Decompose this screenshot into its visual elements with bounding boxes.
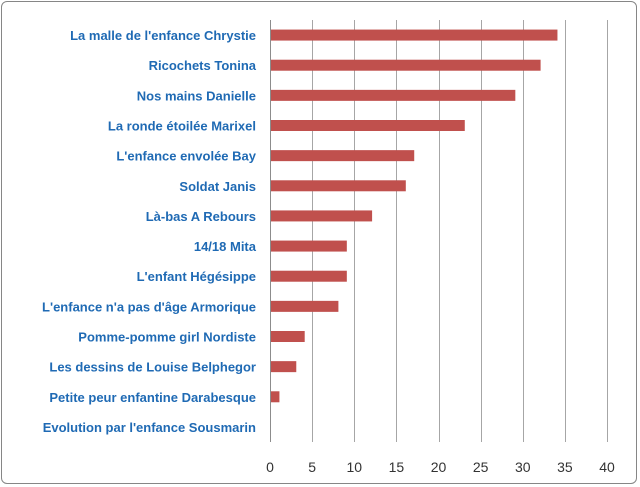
x-tick-label: 10 bbox=[346, 459, 362, 475]
category-label: Là-bas A Rebours bbox=[146, 209, 256, 224]
category-label: La malle de l'enfance Chrystie bbox=[70, 28, 256, 43]
bars bbox=[271, 29, 558, 403]
bar-8 bbox=[271, 240, 347, 252]
bar-6 bbox=[271, 180, 406, 192]
category-label: La ronde étoilée Marixel bbox=[108, 119, 256, 134]
category-label: Soldat Janis bbox=[179, 179, 256, 194]
category-label: Les dessins de Louise Belphegor bbox=[49, 360, 256, 375]
x-tick-label: 25 bbox=[473, 459, 489, 475]
bar-9 bbox=[271, 270, 347, 282]
bar-2 bbox=[271, 59, 541, 71]
x-tick-label: 40 bbox=[599, 459, 615, 475]
bar-4 bbox=[271, 120, 465, 131]
category-label: L'enfance envolée Bay bbox=[116, 149, 256, 164]
gridlines bbox=[270, 20, 608, 442]
x-tick-label: 0 bbox=[266, 459, 274, 475]
category-label: L'enfant Hégésippe bbox=[137, 269, 256, 284]
x-tick-labels: 0 5 10 15 20 25 30 35 40 bbox=[266, 459, 615, 475]
x-tick-label: 30 bbox=[515, 459, 531, 475]
bar-1 bbox=[271, 29, 558, 41]
category-label: Nos mains Danielle bbox=[137, 88, 256, 103]
bar-12 bbox=[271, 361, 297, 373]
category-label: Petite peur enfantine Darabesque bbox=[49, 390, 256, 405]
category-labels: La malle de l'enfance Chrystie Ricochets … bbox=[42, 28, 257, 435]
category-label: Ricochets Tonina bbox=[149, 58, 257, 73]
x-tick-label: 5 bbox=[308, 459, 316, 475]
category-label: Evolution par l'enfance Sousmarin bbox=[43, 420, 256, 435]
bar-7 bbox=[271, 210, 373, 222]
bar-13 bbox=[271, 391, 280, 403]
bar-11 bbox=[271, 331, 305, 342]
x-tick-label: 35 bbox=[557, 459, 573, 475]
category-label: L'enfance n'a pas d'âge Armorique bbox=[42, 299, 256, 314]
x-tick-label: 20 bbox=[431, 459, 447, 475]
category-label: Pomme-pomme girl Nordiste bbox=[78, 330, 256, 345]
bar-3 bbox=[271, 89, 516, 101]
bar-5 bbox=[271, 150, 415, 162]
x-tick-label: 15 bbox=[389, 459, 405, 475]
bar-10 bbox=[271, 300, 339, 312]
category-label: 14/18 Mita bbox=[194, 239, 257, 254]
